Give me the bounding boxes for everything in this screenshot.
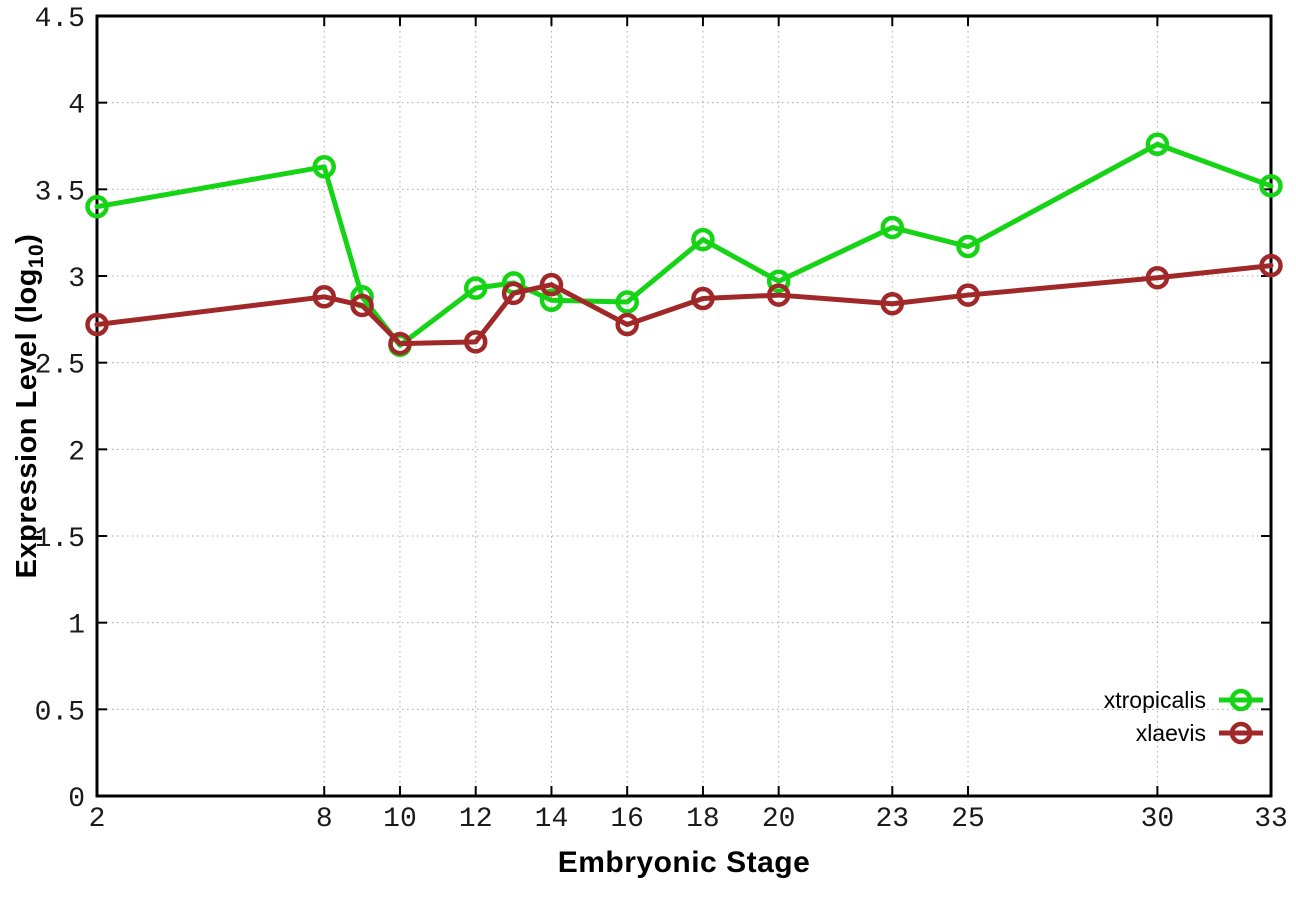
series-xtropicalis-marker-stage-25 (956, 234, 980, 259)
legend-item-xtropicalis: xtropicalis (1104, 686, 1266, 714)
x-tick-label-14: 14 (535, 804, 569, 835)
y-tick-label-0: 0 (68, 784, 85, 815)
legend-circle-sample (1229, 721, 1253, 745)
y-tick-label-3: 3 (68, 264, 85, 295)
y-axis-title-subscript: 10 (24, 243, 48, 269)
x-tick-label-12: 12 (459, 804, 493, 835)
series-xlaevis-marker-stage-16 (615, 312, 639, 337)
series-xlaevis-marker-stage-14 (539, 272, 564, 297)
y-tick-label-0.5: 0.5 (35, 697, 85, 728)
x-tick-label-30: 30 (1141, 804, 1175, 835)
legend-label-xlaevis: xlaevis (1135, 719, 1206, 746)
y-axis-title: Expression Level (log10) (11, 234, 49, 579)
series-xlaevis-marker-stage-10 (388, 331, 412, 356)
x-tick-label-10: 10 (383, 804, 417, 835)
series-xlaevis-marker-stage-8 (312, 285, 336, 309)
series-xlaevis-marker-stage-2 (85, 312, 109, 337)
series-xtropicalis-marker-stage-18 (691, 227, 715, 252)
legend-marker-xlaevis-icon (1219, 721, 1263, 745)
series-xlaevis-line (94, 263, 1274, 347)
series-xtropicalis-marker-stage-30 (1145, 132, 1170, 157)
chart-legend: xtropicalis xlaevis (1104, 686, 1266, 747)
series-xtropicalis-marker-stage-12 (463, 276, 488, 300)
series-xtropicalis-marker-stage-20 (766, 269, 791, 293)
y-tick-label-2.5: 2.5 (35, 351, 85, 382)
plot-border (95, 14, 1273, 798)
series-xtropicalis-marker-stage-33 (1259, 174, 1283, 198)
x-tick-label-33: 33 (1254, 804, 1288, 835)
y-tick-label-4.5: 4.5 (35, 4, 85, 35)
series-xlaevis-marker-stage-18 (691, 286, 715, 311)
legend-circle-sample (1229, 688, 1253, 712)
series-xtropicalis-marker-stage-16 (615, 290, 639, 314)
y-tick-label-3.5: 3.5 (35, 177, 85, 208)
series-xtropicalis-marker-stage-2 (85, 194, 109, 219)
x-tick-label-16: 16 (610, 804, 644, 835)
x-tick-label-8: 8 (316, 804, 333, 835)
y-axis-title-suffix: ) (11, 233, 44, 244)
series-xlaevis-marker-stage-23 (880, 291, 905, 316)
x-tick-label-25: 25 (951, 804, 985, 835)
legend-marker-xtropicalis-icon (1219, 688, 1263, 712)
series-xtropicalis-marker-stage-23 (880, 215, 905, 240)
y-axis-title-main: Expression Level (log (11, 268, 44, 579)
y-tick-label-1: 1 (68, 611, 85, 642)
legend-item-xlaevis: xlaevis (1136, 719, 1266, 747)
series-xtropicalis-marker-stage-8 (312, 155, 336, 179)
series-xtropicalis-marker-stage-14 (539, 288, 564, 313)
y-tick-label-4: 4 (68, 91, 85, 122)
series-xlaevis-marker-stage-9 (350, 293, 374, 318)
series-xlaevis-marker-stage-25 (956, 283, 980, 307)
series-xlaevis-marker-stage-13 (501, 281, 526, 306)
y-tick-label-1.5: 1.5 (35, 524, 85, 555)
legend-label-xtropicalis: xtropicalis (1103, 686, 1206, 713)
series-xtropicalis-line (94, 141, 1274, 348)
series-xlaevis-marker-stage-30 (1145, 265, 1170, 290)
y-tick-label-2: 2 (68, 437, 85, 468)
x-axis-title: Embryonic Stage (557, 846, 811, 879)
x-tick-label-2: 2 (89, 804, 106, 835)
x-tick-label-18: 18 (686, 804, 720, 835)
series-xlaevis-marker-stage-12 (463, 330, 488, 354)
x-tick-label-23: 23 (875, 804, 909, 835)
series-xlaevis-marker-stage-33 (1259, 253, 1283, 278)
x-tick-label-20: 20 (762, 804, 796, 835)
series-xlaevis-marker-stage-20 (766, 283, 791, 307)
